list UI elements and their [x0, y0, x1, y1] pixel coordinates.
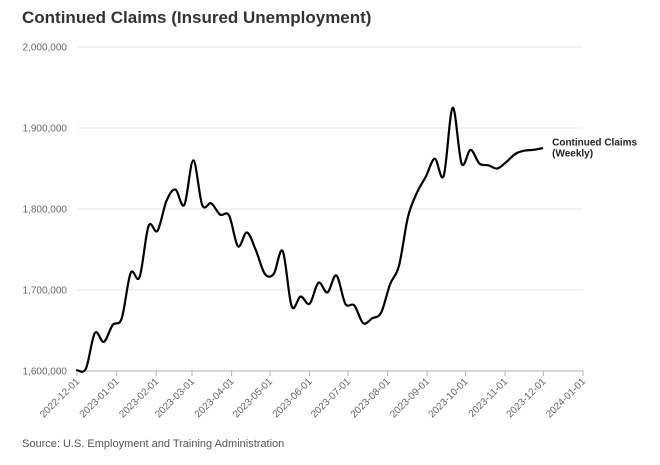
x-tick-label: 2023-10-01: [427, 376, 471, 420]
source-note: Source: U.S. Employment and Training Adm…: [22, 438, 285, 450]
series-line-continued-claims: [75, 106, 544, 373]
y-tick-label: 1,900,000: [23, 124, 68, 135]
x-tick-label: 2022-12-01: [38, 376, 82, 420]
axes: [76, 370, 584, 376]
chart-title: Continued Claims (Insured Unemployment): [22, 8, 372, 27]
y-tick-label: 2,000,000: [23, 43, 68, 54]
x-tick-label: 2023-05-01: [231, 376, 275, 420]
y-tick-label: 1,800,000: [23, 205, 68, 216]
x-tick-label: 2023-04-01: [193, 376, 237, 420]
series-label: Continued Claims (Weekly): [552, 137, 637, 159]
x-tick-label: 2023-06-01: [271, 376, 315, 420]
x-tick-label: 2023-09-01: [388, 376, 432, 420]
series-label-line: Continued Claims: [552, 137, 637, 148]
y-tick-label: 1,600,000: [23, 367, 68, 378]
series-label-line: (Weekly): [552, 148, 593, 159]
y-tick-label: 1,700,000: [23, 286, 68, 297]
x-axis-tick-labels: 2022-12-012023-01-012023-02-012023-03-01…: [38, 376, 588, 420]
x-tick-label: 2023-07-01: [309, 376, 353, 420]
x-tick-label: 2023-08-01: [349, 376, 393, 420]
grid-lines: [77, 46, 583, 291]
x-tick-label: 2023-12-01: [505, 376, 549, 420]
series-layer: Continued Claims (Weekly): [75, 106, 638, 373]
y-axis-tick-labels: 1,600,000 1,700,000 1,800,000 1,900,000 2,00…: [23, 43, 68, 378]
x-tick-label: 2024-01-01: [544, 376, 588, 420]
x-tick-label: 2023-01-01: [78, 376, 122, 420]
